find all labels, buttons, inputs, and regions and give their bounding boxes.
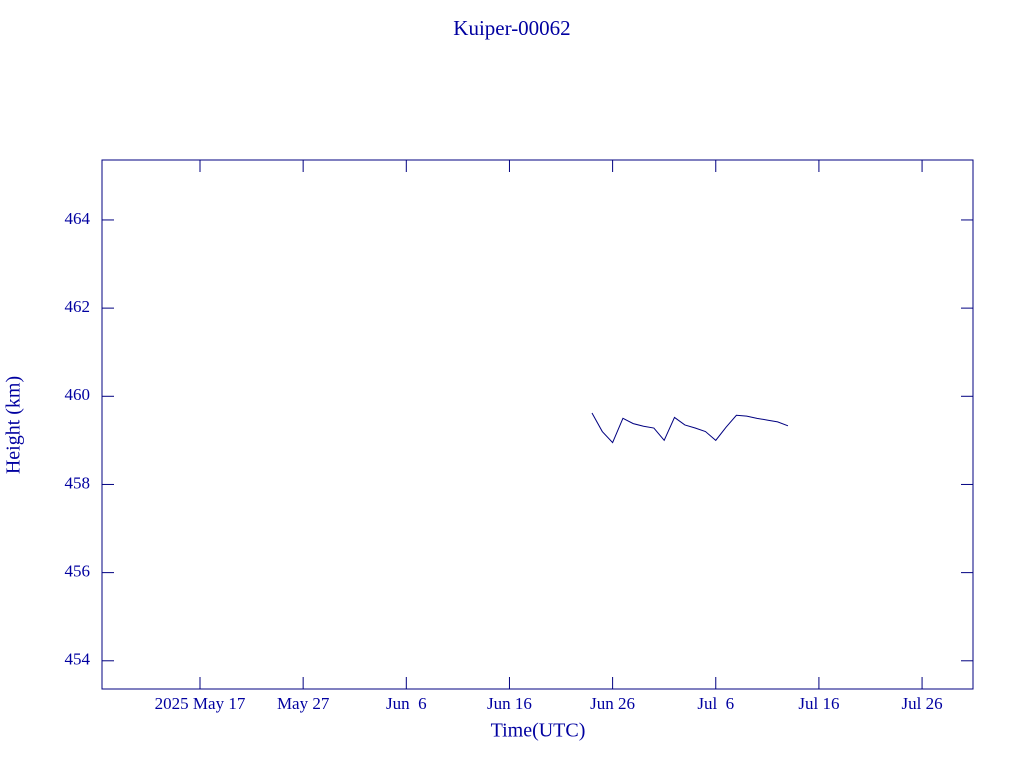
x-tick-label: 2025 May 17 bbox=[155, 694, 246, 713]
x-tick-label: Jun 16 bbox=[487, 694, 532, 713]
y-tick-label: 462 bbox=[65, 297, 91, 316]
y-tick-label: 464 bbox=[65, 209, 91, 228]
x-tick-label: Jul 6 bbox=[697, 694, 734, 713]
chart-title: Kuiper-00062 bbox=[453, 16, 570, 40]
x-tick-label: May 27 bbox=[277, 694, 330, 713]
y-tick-label: 458 bbox=[65, 473, 91, 492]
plot-frame bbox=[101, 159, 974, 690]
x-axis-title: Time(UTC) bbox=[491, 720, 586, 742]
y-axis-title: Height (km) bbox=[3, 376, 25, 474]
y-tick-label: 460 bbox=[65, 385, 91, 404]
x-tick-label: Jul 26 bbox=[902, 694, 943, 713]
x-tick-label: Jun 6 bbox=[386, 694, 427, 713]
x-tick-label: Jun 26 bbox=[590, 694, 635, 713]
y-tick-label: 456 bbox=[65, 562, 91, 581]
x-tick-label: Jul 16 bbox=[798, 694, 839, 713]
data-line bbox=[591, 412, 789, 444]
y-tick-label: 454 bbox=[65, 650, 91, 669]
